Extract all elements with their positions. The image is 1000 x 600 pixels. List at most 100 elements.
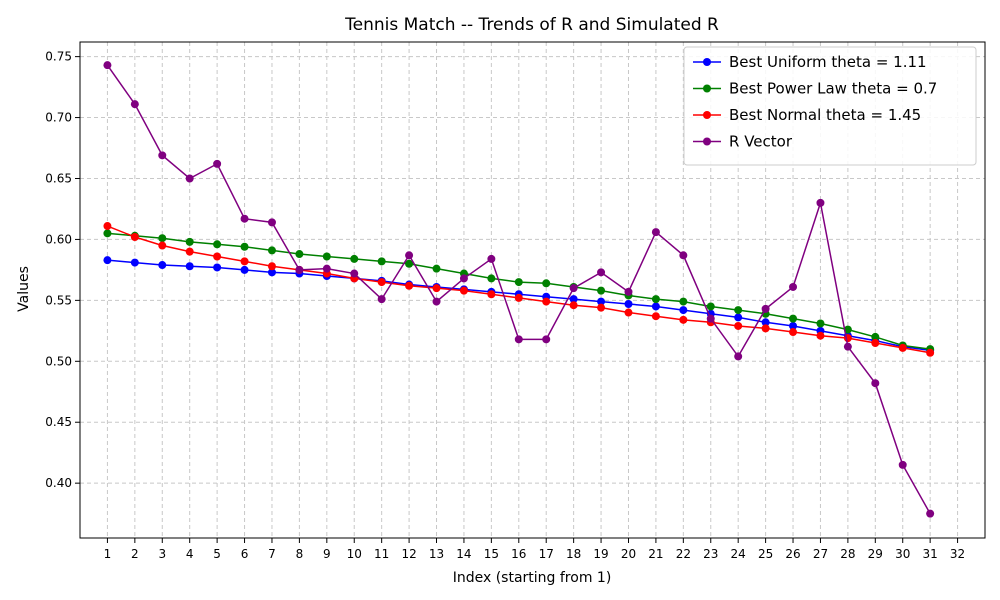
legend-marker	[703, 84, 711, 93]
x-tick-label: 3	[158, 547, 166, 561]
data-point	[130, 100, 139, 109]
legend-label: Best Uniform theta = 1.11	[729, 53, 927, 71]
data-point	[267, 262, 276, 271]
data-point	[871, 379, 880, 388]
data-point	[405, 251, 414, 260]
x-tick-label: 10	[347, 547, 362, 561]
data-point	[103, 229, 112, 238]
plot-frame	[79, 41, 986, 539]
data-point	[405, 281, 414, 290]
data-point	[350, 254, 359, 263]
data-point	[651, 302, 660, 311]
data-point	[158, 234, 167, 243]
data-point	[898, 460, 907, 469]
data-point	[624, 287, 633, 296]
x-tick-label: 17	[539, 547, 554, 561]
data-point	[322, 264, 331, 273]
data-point	[322, 252, 331, 261]
data-point	[789, 321, 798, 330]
y-axis-label: Values	[16, 266, 32, 312]
data-point	[377, 278, 386, 287]
x-tick-label: 1	[104, 547, 112, 561]
x-tick-label: 11	[374, 547, 389, 561]
data-point	[706, 302, 715, 311]
data-point	[542, 335, 551, 344]
data-point	[158, 241, 167, 250]
data-point	[377, 295, 386, 304]
data-point	[761, 304, 770, 313]
data-point	[103, 61, 112, 70]
x-tick-label: 25	[758, 547, 773, 561]
data-point	[240, 265, 249, 274]
data-point	[459, 274, 468, 283]
x-tick-label: 18	[566, 547, 581, 561]
data-point	[706, 314, 715, 323]
data-point	[734, 313, 743, 322]
data-point	[185, 247, 194, 256]
data-point	[213, 240, 222, 249]
data-point	[267, 268, 276, 277]
data-point	[213, 159, 222, 168]
x-tick-label: 21	[648, 547, 663, 561]
data-point	[103, 222, 112, 231]
data-point	[734, 352, 743, 361]
data-point	[130, 258, 139, 267]
data-point	[350, 269, 359, 278]
series-2	[103, 229, 935, 354]
x-tick-label: 30	[895, 547, 910, 561]
x-tick-label: 23	[703, 547, 718, 561]
legend-label: R Vector	[729, 133, 793, 151]
data-point	[843, 342, 852, 351]
data-point	[816, 331, 825, 340]
x-tick-label: 13	[429, 547, 444, 561]
x-tick-label: 9	[323, 547, 331, 561]
data-point	[926, 509, 935, 518]
y-tick-label: 0.70	[45, 111, 72, 125]
data-point	[432, 264, 441, 273]
x-tick-label: 20	[621, 547, 636, 561]
x-tick-label: 12	[401, 547, 416, 561]
x-tick-label: 26	[785, 547, 800, 561]
grid	[80, 42, 985, 538]
data-point	[926, 348, 935, 357]
data-point	[789, 328, 798, 337]
legend-item: Best Normal theta = 1.45	[693, 106, 921, 124]
x-tick-label: 5	[213, 547, 221, 561]
data-point	[569, 284, 578, 293]
data-point	[597, 303, 606, 312]
data-point	[405, 259, 414, 268]
data-point	[130, 232, 139, 241]
x-tick-label: 22	[676, 547, 691, 561]
x-tick-label: 6	[241, 547, 249, 561]
x-tick-label: 31	[923, 547, 938, 561]
data-point	[542, 279, 551, 288]
data-point	[679, 297, 688, 306]
legend-marker	[703, 58, 711, 66]
legend-label: Best Normal theta = 1.45	[729, 106, 921, 124]
data-point	[789, 282, 798, 291]
data-point	[569, 301, 578, 310]
data-point	[459, 286, 468, 295]
data-point	[651, 312, 660, 321]
data-point	[377, 257, 386, 266]
data-point	[487, 290, 496, 299]
legend-marker	[703, 111, 711, 119]
data-point	[679, 306, 688, 315]
data-point	[624, 300, 633, 309]
data-point	[651, 295, 660, 304]
y-tick-label: 0.60	[45, 232, 72, 246]
data-point	[185, 262, 194, 271]
data-point	[267, 218, 276, 227]
y-axis-ticks: 0.40 0.45 0.50 0.55 0.60 0.65 0.70 0.75	[45, 50, 80, 490]
x-tick-label: 24	[731, 547, 746, 561]
data-point	[734, 321, 743, 330]
y-tick-label: 0.65	[45, 171, 72, 185]
data-point	[267, 246, 276, 255]
y-tick-label: 0.50	[45, 354, 72, 368]
data-point	[679, 315, 688, 324]
x-tick-label: 14	[456, 547, 471, 561]
legend-box	[683, 46, 977, 166]
x-tick-label: 27	[813, 547, 828, 561]
data-point	[597, 268, 606, 277]
